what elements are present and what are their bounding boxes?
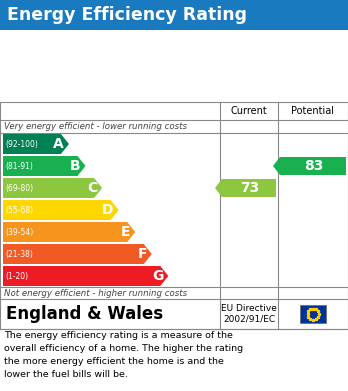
Text: Energy Efficiency Rating: Energy Efficiency Rating <box>7 6 247 24</box>
Bar <box>0 0 348 30</box>
Text: Very energy efficient - lower running costs: Very energy efficient - lower running co… <box>4 122 187 131</box>
Text: Potential: Potential <box>292 106 334 116</box>
Text: 73: 73 <box>240 181 260 195</box>
Text: A: A <box>53 137 64 151</box>
Text: 83: 83 <box>304 159 324 173</box>
Text: (21-38): (21-38) <box>5 249 33 258</box>
Polygon shape <box>215 179 276 197</box>
Polygon shape <box>273 157 346 175</box>
Text: Current: Current <box>231 106 267 116</box>
Text: F: F <box>137 247 147 261</box>
Text: E: E <box>121 225 130 239</box>
Text: (81-91): (81-91) <box>5 161 33 170</box>
Text: (39-54): (39-54) <box>5 228 33 237</box>
Text: D: D <box>102 203 114 217</box>
Text: (55-68): (55-68) <box>5 206 33 215</box>
Text: The energy efficiency rating is a measure of the
overall efficiency of a home. T: The energy efficiency rating is a measur… <box>4 331 243 378</box>
Text: Not energy efficient - higher running costs: Not energy efficient - higher running co… <box>4 289 187 298</box>
Polygon shape <box>3 200 119 220</box>
Polygon shape <box>3 222 135 242</box>
Text: (69-80): (69-80) <box>5 183 33 192</box>
Polygon shape <box>3 266 168 286</box>
Text: C: C <box>87 181 97 195</box>
Text: G: G <box>152 269 163 283</box>
Polygon shape <box>3 178 102 198</box>
Text: England & Wales: England & Wales <box>6 305 163 323</box>
Bar <box>0 102 348 329</box>
Text: EU Directive
2002/91/EC: EU Directive 2002/91/EC <box>221 304 277 324</box>
Text: (92-100): (92-100) <box>5 140 38 149</box>
Polygon shape <box>3 244 152 264</box>
Text: B: B <box>70 159 80 173</box>
Polygon shape <box>3 134 69 154</box>
Polygon shape <box>3 156 86 176</box>
Text: (1-20): (1-20) <box>5 271 28 280</box>
Bar <box>300 305 326 323</box>
